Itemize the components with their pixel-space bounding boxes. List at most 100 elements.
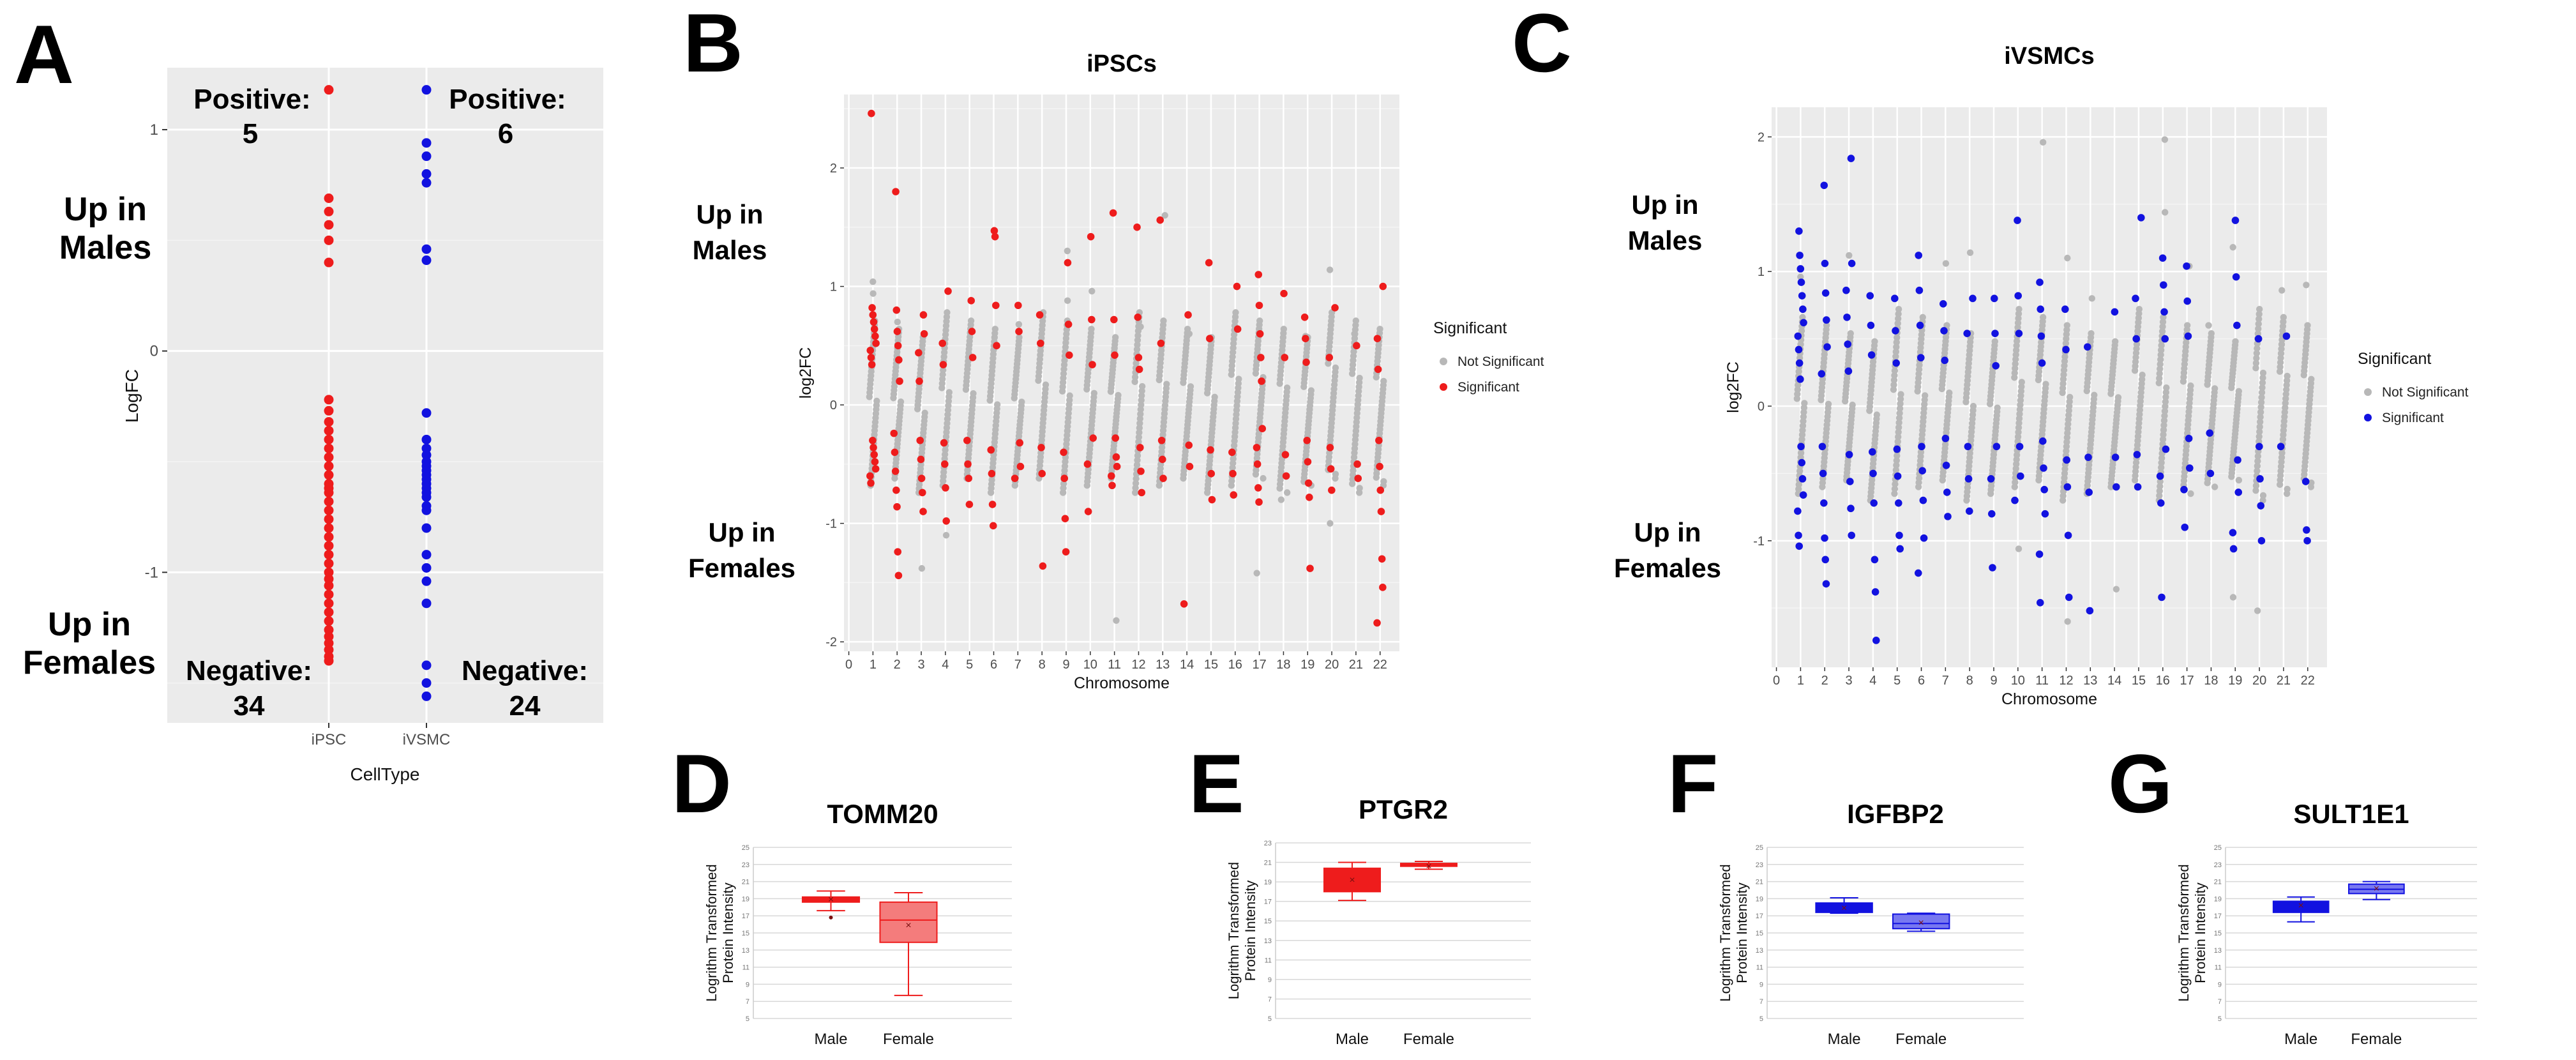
panel-d-y-axis-title-line: Protein Intensity	[720, 882, 736, 983]
panel-g-y-axis-title: Logrithm TransformedProtein Intensity	[2176, 864, 2208, 1001]
panel-c-point-not-significant	[2159, 441, 2166, 448]
panel-b-legend-label-significant: Significant	[1457, 380, 1519, 395]
panel-f-ytick-label: 25	[1756, 844, 1763, 852]
panel-b-point-significant	[938, 339, 947, 347]
panel-e-ytick-label: 21	[1264, 859, 1272, 867]
panel-c-point-not-significant	[2158, 328, 2166, 335]
panel-c-point-not-significant	[2157, 478, 2164, 485]
panel-c-point-significant	[1870, 499, 1878, 507]
panel-c-point-not-significant	[1897, 395, 1904, 403]
panel-c-point-significant	[1845, 451, 1853, 458]
panel-c-point-significant	[2038, 437, 2047, 445]
panel-a-point-ipsc	[324, 532, 334, 542]
panel-c-point-significant	[2133, 451, 2141, 458]
panel-b-point-significant	[1328, 486, 1336, 494]
panel-c-point-not-significant	[2205, 322, 2212, 329]
panel-b-point-significant	[1257, 354, 1265, 361]
panel-g-ytick-label: 23	[2214, 861, 2222, 869]
panel-c-up-in-females-label-line: Females	[1614, 553, 1721, 583]
panel-c-ytick-label: 1	[1758, 265, 1765, 279]
panel-c-point-significant	[2132, 335, 2141, 343]
panel-c-point-significant	[1940, 327, 1948, 335]
panel-c-point-not-significant	[1894, 320, 1901, 327]
panel-b-point-not-significant	[944, 309, 951, 316]
panel-c-point-not-significant	[2187, 490, 2194, 497]
panel-c-legend-title: Significant	[2358, 350, 2431, 368]
panel-c-point-not-significant	[2256, 423, 2263, 430]
panel-b-point-not-significant	[1380, 478, 1387, 485]
panel-b-point-not-significant	[1283, 489, 1291, 496]
panel-c-point-significant	[1871, 556, 1879, 564]
panel-b-point-significant	[965, 501, 974, 508]
panel-b-point-not-significant	[1307, 387, 1315, 394]
panel-e-ytick-label: 17	[1264, 898, 1272, 906]
panel-c-point-significant	[2206, 429, 2214, 437]
panel-b-point-significant	[1206, 335, 1214, 342]
panel-b-x-axis-title: Chromosome	[1074, 674, 1170, 692]
panel-b-legend-swatch-not-significant	[1440, 358, 1447, 365]
panel-c-point-significant	[2162, 445, 2170, 453]
panel-c-xtick-label: 17	[2180, 674, 2194, 688]
panel-b-point-significant	[1011, 474, 1019, 482]
panel-c-point-significant	[1943, 488, 1951, 496]
panel-c-point-not-significant	[1823, 322, 1830, 329]
panel-b-point-significant	[1159, 455, 1166, 464]
panel-c-point-not-significant	[2256, 418, 2264, 425]
panel-a-point-ivsmc	[421, 466, 432, 476]
panel-b-point-significant	[1037, 339, 1044, 347]
panel-c-xtick-label: 16	[2156, 674, 2170, 688]
panel-c-point-not-significant	[2253, 354, 2260, 362]
panel-a-point-ipsc	[324, 452, 334, 462]
panel-b-point-not-significant	[1277, 496, 1285, 503]
panel-f-ytick-label: 5	[1759, 1015, 1763, 1023]
panel-c-point-significant	[2014, 216, 2021, 224]
panel-a-point-ivsmc	[421, 488, 432, 498]
panel-c-point-not-significant	[1890, 386, 1897, 393]
panel-c-point-not-significant	[1919, 314, 1926, 321]
panel-a-point-ipsc	[324, 574, 334, 584]
panel-b-point-significant	[1258, 377, 1265, 385]
panel-d-y-axis-title: Logrithm TransformedProtein Intensity	[704, 864, 736, 1001]
panel-c-point-significant	[1991, 294, 1998, 303]
panel-b-point-significant	[1110, 315, 1118, 324]
panel-c-xtick-label: 5	[1894, 674, 1901, 688]
panel-b-point-not-significant	[1253, 570, 1260, 577]
panel-b-point-not-significant	[1260, 474, 1267, 482]
panel-c-legend-label-significant: Significant	[2382, 411, 2444, 425]
panel-e-xtick-label: Female	[1403, 1031, 1454, 1048]
panel-b-point-significant	[992, 301, 1000, 310]
panel-b-point-significant	[988, 469, 996, 478]
panel-d-ytick-label: 19	[742, 895, 749, 903]
panel-c-point-not-significant	[1897, 400, 1904, 407]
panel-b-ytick-label: -2	[825, 635, 837, 649]
panel-b-y-axis-title: log2FC	[797, 347, 815, 399]
panel-b-xtick-label: 5	[966, 658, 973, 672]
panel-e-y-axis-title-line: Protein Intensity	[1242, 881, 1258, 981]
panel-b-point-significant	[940, 439, 948, 447]
panel-b-point-significant	[870, 444, 877, 451]
panel-c-point-significant	[2257, 537, 2266, 545]
panel-b-point-significant	[1109, 209, 1117, 217]
panel-c-point-not-significant	[2252, 360, 2260, 367]
panel-b-point-significant	[892, 188, 900, 195]
panel-c-point-significant	[1866, 292, 1874, 299]
panel-a-ipsc-positive-label: Positive:	[193, 84, 310, 115]
panel-e-ytick-label: 13	[1264, 937, 1272, 945]
panel-c-xtick-label: 22	[2301, 674, 2315, 688]
panel-c-point-significant	[2132, 294, 2139, 303]
panel-b-point-significant	[1157, 339, 1165, 347]
panel-b-plot-area	[844, 95, 1399, 651]
panel-a-ytick-label: -1	[145, 564, 158, 581]
panel-c-point-significant	[2157, 499, 2165, 507]
panel-a-xtick-label: iPSC	[312, 731, 347, 748]
panel-b-point-not-significant	[1163, 381, 1170, 388]
panel-b-point-not-significant	[945, 389, 953, 396]
panel-c-point-not-significant	[2015, 306, 2022, 313]
panel-c-point-not-significant	[2259, 374, 2266, 381]
panel-c-point-significant	[1992, 443, 2001, 451]
panel-d-ytick-label: 17	[742, 912, 749, 920]
panel-c-point-not-significant	[1846, 252, 1853, 259]
panel-c-point-not-significant	[2253, 350, 2261, 357]
panel-b-point-not-significant	[1256, 317, 1263, 324]
panel-c-point-not-significant	[1799, 314, 1806, 321]
